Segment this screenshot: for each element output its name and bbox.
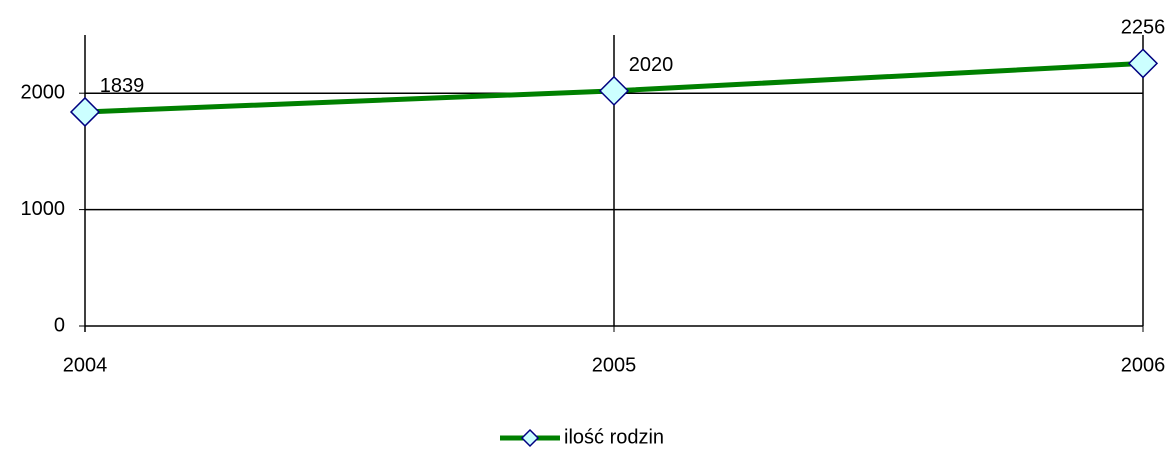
data-label: 2020 [629, 54, 674, 76]
x-tick-label: 2005 [592, 354, 637, 376]
y-tick-label: 1000 [21, 198, 66, 220]
data-label: 2256 [1121, 17, 1166, 39]
legend-marker [520, 428, 540, 448]
x-tick-label: 2004 [63, 354, 108, 376]
data-label: 1839 [100, 75, 145, 97]
y-tick-label: 2000 [21, 81, 66, 103]
data-point [69, 96, 101, 128]
data-point [1127, 48, 1159, 79]
y-tick-label: 0 [54, 314, 65, 336]
legend-label: ilość rodzin [564, 426, 664, 448]
data-point [598, 75, 630, 106]
x-tick-label: 2006 [1121, 354, 1166, 376]
